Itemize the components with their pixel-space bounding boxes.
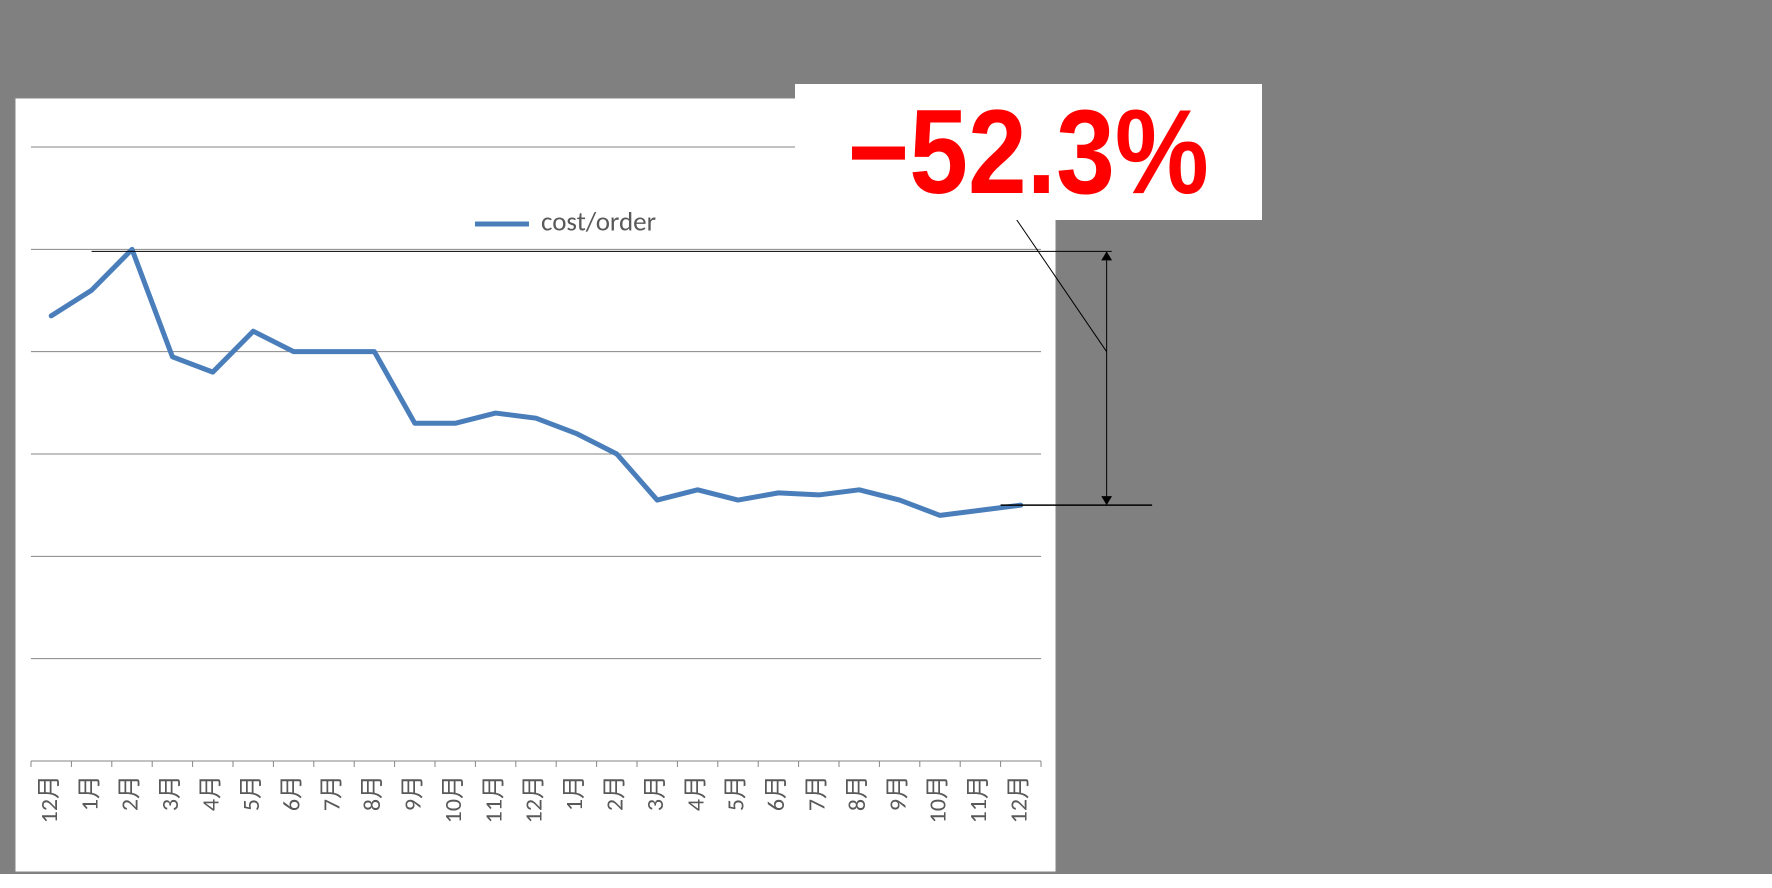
x-axis-label: 8月 xyxy=(358,775,387,811)
x-axis-label: 8月 xyxy=(843,775,872,811)
x-axis-label: 1月 xyxy=(560,775,589,811)
x-axis-label: 12月 xyxy=(520,775,549,823)
x-axis-label: 10月 xyxy=(439,775,468,823)
x-axis-label: 2月 xyxy=(601,775,630,811)
callout-box: −52.3% xyxy=(795,84,1262,220)
x-axis-label: 6月 xyxy=(277,775,306,811)
x-axis-label: 3月 xyxy=(641,775,670,811)
x-axis-label: 7月 xyxy=(318,775,347,811)
x-axis-label: 4月 xyxy=(681,775,710,811)
x-axis-label: 12月 xyxy=(1005,775,1034,823)
x-axis-label: 9月 xyxy=(399,775,428,811)
x-axis-label: 11月 xyxy=(479,775,508,823)
x-axis-label: 12月 xyxy=(35,775,64,823)
x-axis-label: 1月 xyxy=(75,775,104,811)
x-axis-label: 5月 xyxy=(237,775,266,811)
legend-label: cost/order xyxy=(541,205,656,238)
x-axis-label: 9月 xyxy=(883,775,912,811)
callout-value: −52.3% xyxy=(848,92,1209,212)
delta-arrowhead-down xyxy=(1101,496,1112,505)
x-axis-label: 3月 xyxy=(156,775,185,811)
x-axis-label: 5月 xyxy=(722,775,751,811)
x-axis-label: 6月 xyxy=(762,775,791,811)
delta-arrowhead-up xyxy=(1101,251,1112,260)
x-axis-label: 2月 xyxy=(116,775,145,811)
x-axis-label: 11月 xyxy=(964,775,993,823)
x-axis-label: 4月 xyxy=(197,775,226,811)
x-axis-label: 10月 xyxy=(924,775,953,823)
x-axis-label: 7月 xyxy=(803,775,832,811)
